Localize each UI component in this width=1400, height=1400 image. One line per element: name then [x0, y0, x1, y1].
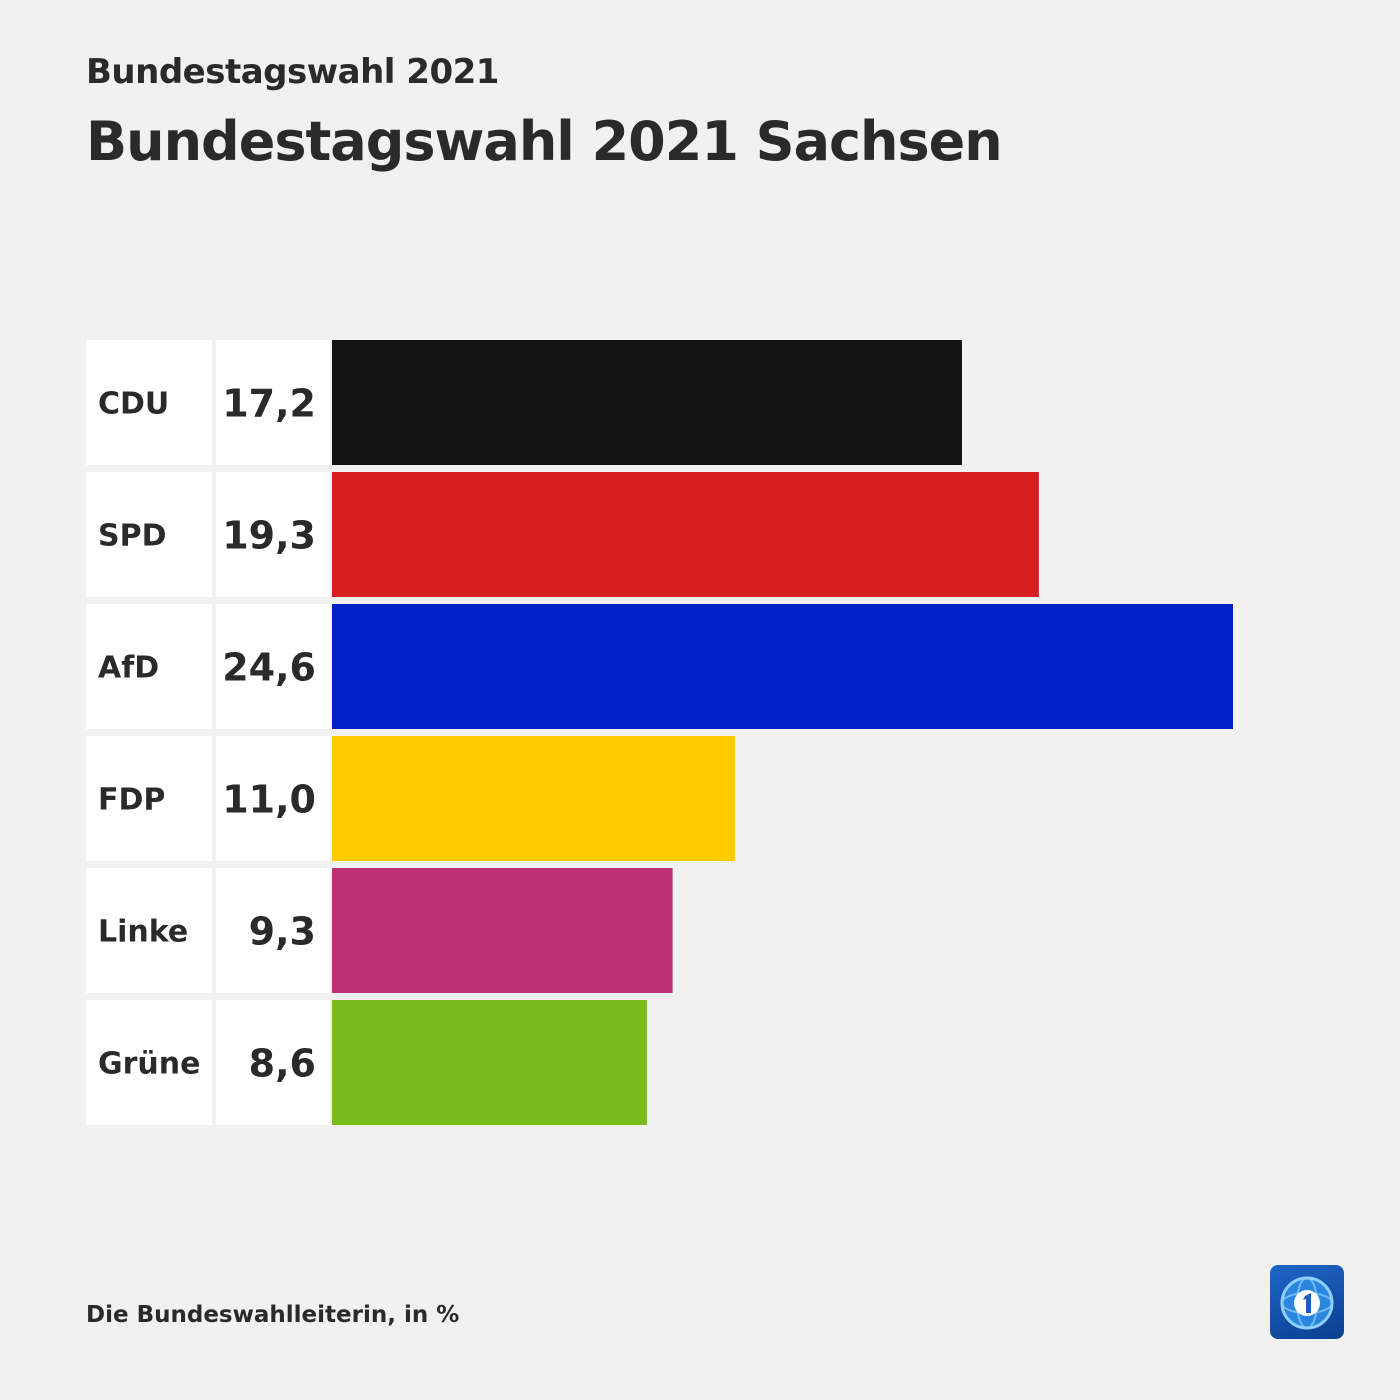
value-label: 17,2	[222, 382, 316, 426]
value-cell	[216, 736, 330, 861]
source-note: Die Bundeswahlleiterin, in %	[86, 1302, 460, 1328]
value-cell	[216, 868, 330, 993]
category-cell	[86, 868, 212, 993]
bar-afd	[332, 604, 1233, 729]
value-label: 19,3	[222, 514, 316, 558]
category-cell	[86, 736, 212, 861]
chart-title: Bundestagswahl 2021 Sachsen	[86, 110, 1003, 173]
category-label: SPD	[98, 519, 167, 554]
category-label: Grüne	[98, 1047, 200, 1082]
value-cell	[216, 604, 330, 729]
category-cell	[86, 604, 212, 729]
category-cell	[86, 340, 212, 465]
value-cell	[216, 1000, 330, 1125]
bar-cdu	[332, 340, 962, 465]
value-label: 9,3	[249, 910, 316, 954]
tagesschau-logo-icon	[1270, 1265, 1344, 1339]
value-label: 11,0	[222, 778, 316, 822]
category-label: FDP	[98, 783, 165, 818]
bar-grüne	[332, 1000, 647, 1125]
bar-linke	[332, 868, 673, 993]
chart-kicker: Bundestagswahl 2021	[86, 52, 499, 92]
value-label: 8,6	[249, 1042, 316, 1086]
category-cell	[86, 472, 212, 597]
value-label: 24,6	[222, 646, 316, 690]
category-cell	[86, 1000, 212, 1125]
category-label: CDU	[98, 387, 169, 422]
value-cell	[216, 472, 330, 597]
category-label: Linke	[98, 915, 188, 950]
bar-spd	[332, 472, 1039, 597]
category-label: AfD	[98, 651, 159, 686]
value-cell	[216, 340, 330, 465]
bar-fdp	[332, 736, 735, 861]
